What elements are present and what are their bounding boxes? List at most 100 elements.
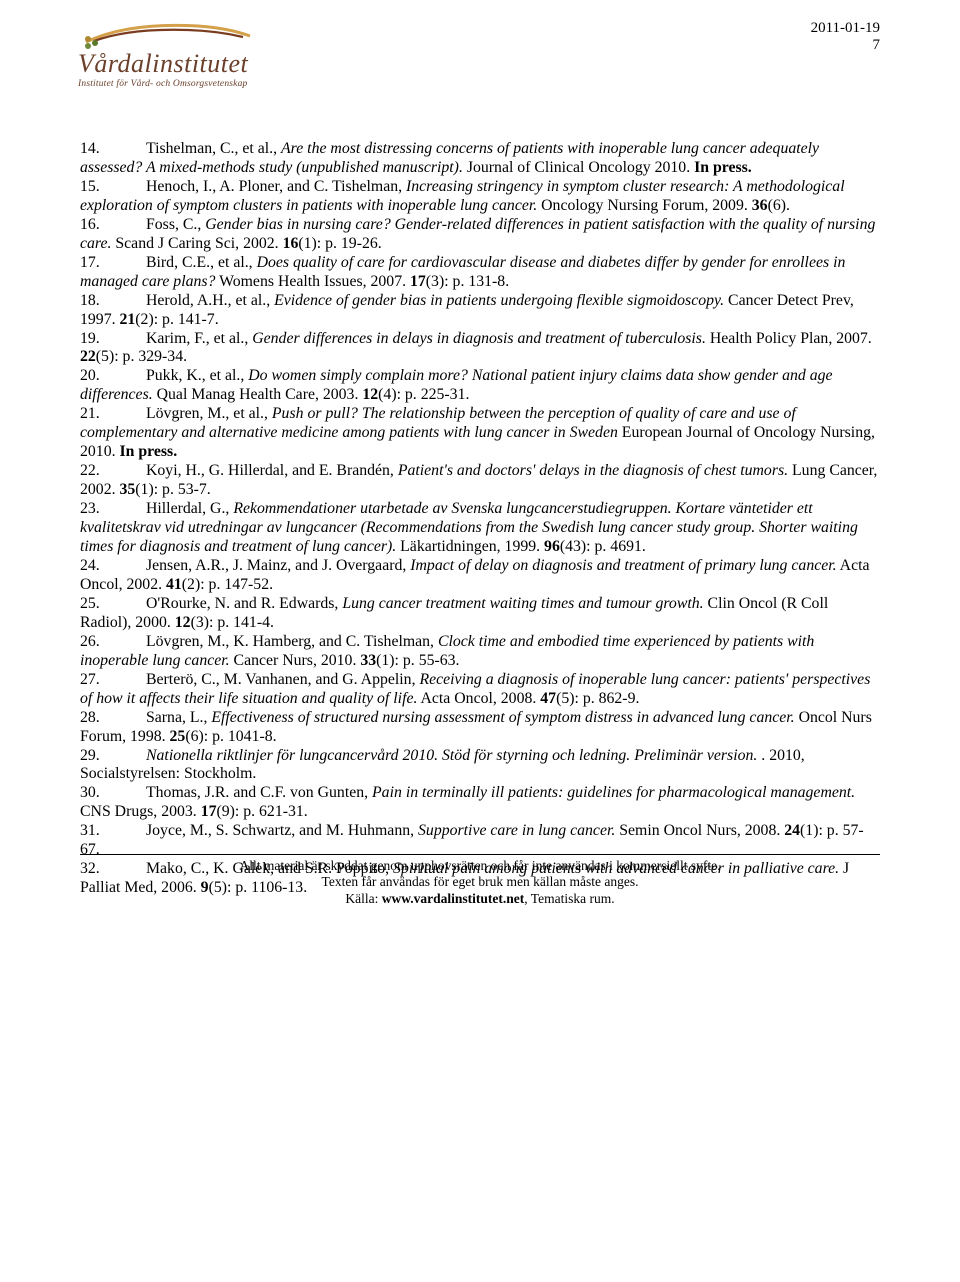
ref-journal: Health Policy Plan, 2007. xyxy=(706,330,872,347)
ref-journal: Scand J Caring Sci, 2002. xyxy=(111,235,282,252)
ref-title: Pain in terminally ill patients: guideli… xyxy=(372,784,855,801)
logo-subtitle: Institutet för Vård- och Omsorgsvetenska… xyxy=(78,79,298,89)
ref-number: 24. xyxy=(80,557,146,576)
reference-item: 19.Karim, F., et al., Gender differences… xyxy=(80,330,880,368)
ref-authors: Bird, C.E., et al., xyxy=(146,254,257,271)
ref-pages: (1): p. 19-26. xyxy=(298,235,381,252)
ref-title: Lung cancer treatment waiting times and … xyxy=(342,595,703,612)
ref-number: 27. xyxy=(80,671,146,690)
ref-journal: Journal of Clinical Oncology 2010. xyxy=(463,159,694,176)
footer-source-url: www.vardalinstitutet.net xyxy=(382,891,525,906)
ref-status: In press. xyxy=(120,443,178,460)
ref-number: 23. xyxy=(80,500,146,519)
header-right: 2011-01-19 7 xyxy=(811,20,880,54)
ref-pages: (3): p. 131-8. xyxy=(426,273,509,290)
ref-authors: Herold, A.H., et al., xyxy=(146,292,274,309)
ref-pages: (3): p. 141-4. xyxy=(191,614,274,631)
ref-journal: Läkartidningen, 1999. xyxy=(396,538,544,555)
ref-authors: Koyi, H., G. Hillerdal, and E. Brandén, xyxy=(146,462,398,479)
footer-source-suffix: , Tematiska rum. xyxy=(524,891,614,906)
ref-volume: 16 xyxy=(283,235,299,252)
footer-line-2: Texten får användas för eget bruk men kä… xyxy=(0,874,960,891)
ref-number: 26. xyxy=(80,633,146,652)
reference-item: 20.Pukk, K., et al., Do women simply com… xyxy=(80,367,880,405)
logo-title: Vårdalinstitutet xyxy=(78,49,298,79)
reference-item: 21.Lövgren, M., et al., Push or pull? Th… xyxy=(80,405,880,462)
ref-journal: Acta Oncol, 2008. xyxy=(417,690,540,707)
ref-volume: 25 xyxy=(170,728,186,745)
reference-item: 28.Sarna, L., Effectiveness of structure… xyxy=(80,709,880,747)
ref-pages: (43): p. 4691. xyxy=(560,538,646,555)
ref-authors: Tishelman, C., et al., xyxy=(146,140,281,157)
ref-volume: 33 xyxy=(360,652,376,669)
reference-item: 26.Lövgren, M., K. Hamberg, and C. Tishe… xyxy=(80,633,880,671)
ref-journal: Qual Manag Health Care, 2003. xyxy=(153,386,363,403)
ref-pages: (6). xyxy=(768,197,790,214)
logo-swoosh-icon xyxy=(78,20,258,50)
ref-authors: Pukk, K., et al., xyxy=(146,367,248,384)
ref-number: 17. xyxy=(80,254,146,273)
ref-number: 20. xyxy=(80,367,146,386)
ref-number: 14. xyxy=(80,140,146,159)
footer: Allt material är skyddat genom upphovsrä… xyxy=(0,854,960,909)
ref-number: 22. xyxy=(80,462,146,481)
reference-item: 25.O'Rourke, N. and R. Edwards, Lung can… xyxy=(80,595,880,633)
ref-volume: 21 xyxy=(120,311,136,328)
ref-number: 29. xyxy=(80,747,146,766)
ref-authors: Lövgren, M., et al., xyxy=(146,405,272,422)
ref-authors: Hillerdal, G., xyxy=(146,500,233,517)
reference-item: 23.Hillerdal, G., Rekommendationer utarb… xyxy=(80,500,880,557)
ref-volume: 41 xyxy=(166,576,182,593)
ref-number: 19. xyxy=(80,330,146,349)
ref-status: In press. xyxy=(694,159,752,176)
ref-journal: CNS Drugs, 2003. xyxy=(80,803,201,820)
ref-pages: (6): p. 1041-8. xyxy=(185,728,276,745)
ref-volume: 12 xyxy=(175,614,191,631)
reference-item: 24.Jensen, A.R., J. Mainz, and J. Overga… xyxy=(80,557,880,595)
ref-journal: Cancer Nurs, 2010. xyxy=(230,652,361,669)
ref-number: 28. xyxy=(80,709,146,728)
page-number: 7 xyxy=(811,37,880,54)
ref-title: Nationella riktlinjer för lungcancervård… xyxy=(146,747,761,764)
ref-authors: Lövgren, M., K. Hamberg, and C. Tishelma… xyxy=(146,633,438,650)
ref-title: Evidence of gender bias in patients unde… xyxy=(274,292,724,309)
ref-pages: (5): p. 329-34. xyxy=(96,348,187,365)
references-list: 14.Tishelman, C., et al., Are the most d… xyxy=(80,140,880,898)
ref-pages: (5): p. 862-9. xyxy=(556,690,639,707)
ref-pages: (4): p. 225-31. xyxy=(378,386,469,403)
ref-volume: 17 xyxy=(410,273,426,290)
footer-divider xyxy=(80,854,880,855)
ref-authors: O'Rourke, N. and R. Edwards, xyxy=(146,595,342,612)
ref-number: 31. xyxy=(80,822,146,841)
ref-number: 30. xyxy=(80,784,146,803)
reference-item: 17.Bird, C.E., et al., Does quality of c… xyxy=(80,254,880,292)
reference-item: 18.Herold, A.H., et al., Evidence of gen… xyxy=(80,292,880,330)
ref-number: 18. xyxy=(80,292,146,311)
ref-pages: (1): p. 53-7. xyxy=(135,481,210,498)
ref-authors: Karim, F., et al., xyxy=(146,330,252,347)
ref-authors: Berterö, C., M. Vanhanen, and G. Appelin… xyxy=(146,671,419,688)
ref-title: Effectiveness of structured nursing asse… xyxy=(211,709,794,726)
logo: Vårdalinstitutet Institutet för Vård- oc… xyxy=(78,20,298,89)
footer-line-1: Allt material är skyddat genom upphovsrä… xyxy=(0,858,960,875)
ref-number: 21. xyxy=(80,405,146,424)
ref-authors: Joyce, M., S. Schwartz, and M. Huhmann, xyxy=(146,822,418,839)
reference-item: 14.Tishelman, C., et al., Are the most d… xyxy=(80,140,880,178)
ref-title: Impact of delay on diagnosis and treatme… xyxy=(410,557,836,574)
ref-volume: 17 xyxy=(201,803,217,820)
ref-number: 25. xyxy=(80,595,146,614)
ref-pages: (2): p. 147-52. xyxy=(182,576,273,593)
ref-journal: Womens Health Issues, 2007. xyxy=(215,273,410,290)
ref-volume: 35 xyxy=(120,481,136,498)
ref-authors: Henoch, I., A. Ploner, and C. Tishelman, xyxy=(146,178,406,195)
ref-pages: (1): p. 55-63. xyxy=(376,652,459,669)
ref-journal: Semin Oncol Nurs, 2008. xyxy=(615,822,784,839)
footer-line-3: Källa: www.vardalinstitutet.net, Tematis… xyxy=(0,891,960,908)
header-date: 2011-01-19 xyxy=(811,20,880,37)
ref-volume: 22 xyxy=(80,348,96,365)
ref-volume: 12 xyxy=(362,386,378,403)
ref-volume: 24 xyxy=(784,822,800,839)
ref-title: Gender differences in delays in diagnosi… xyxy=(252,330,706,347)
ref-authors: Sarna, L., xyxy=(146,709,211,726)
ref-volume: 47 xyxy=(540,690,556,707)
